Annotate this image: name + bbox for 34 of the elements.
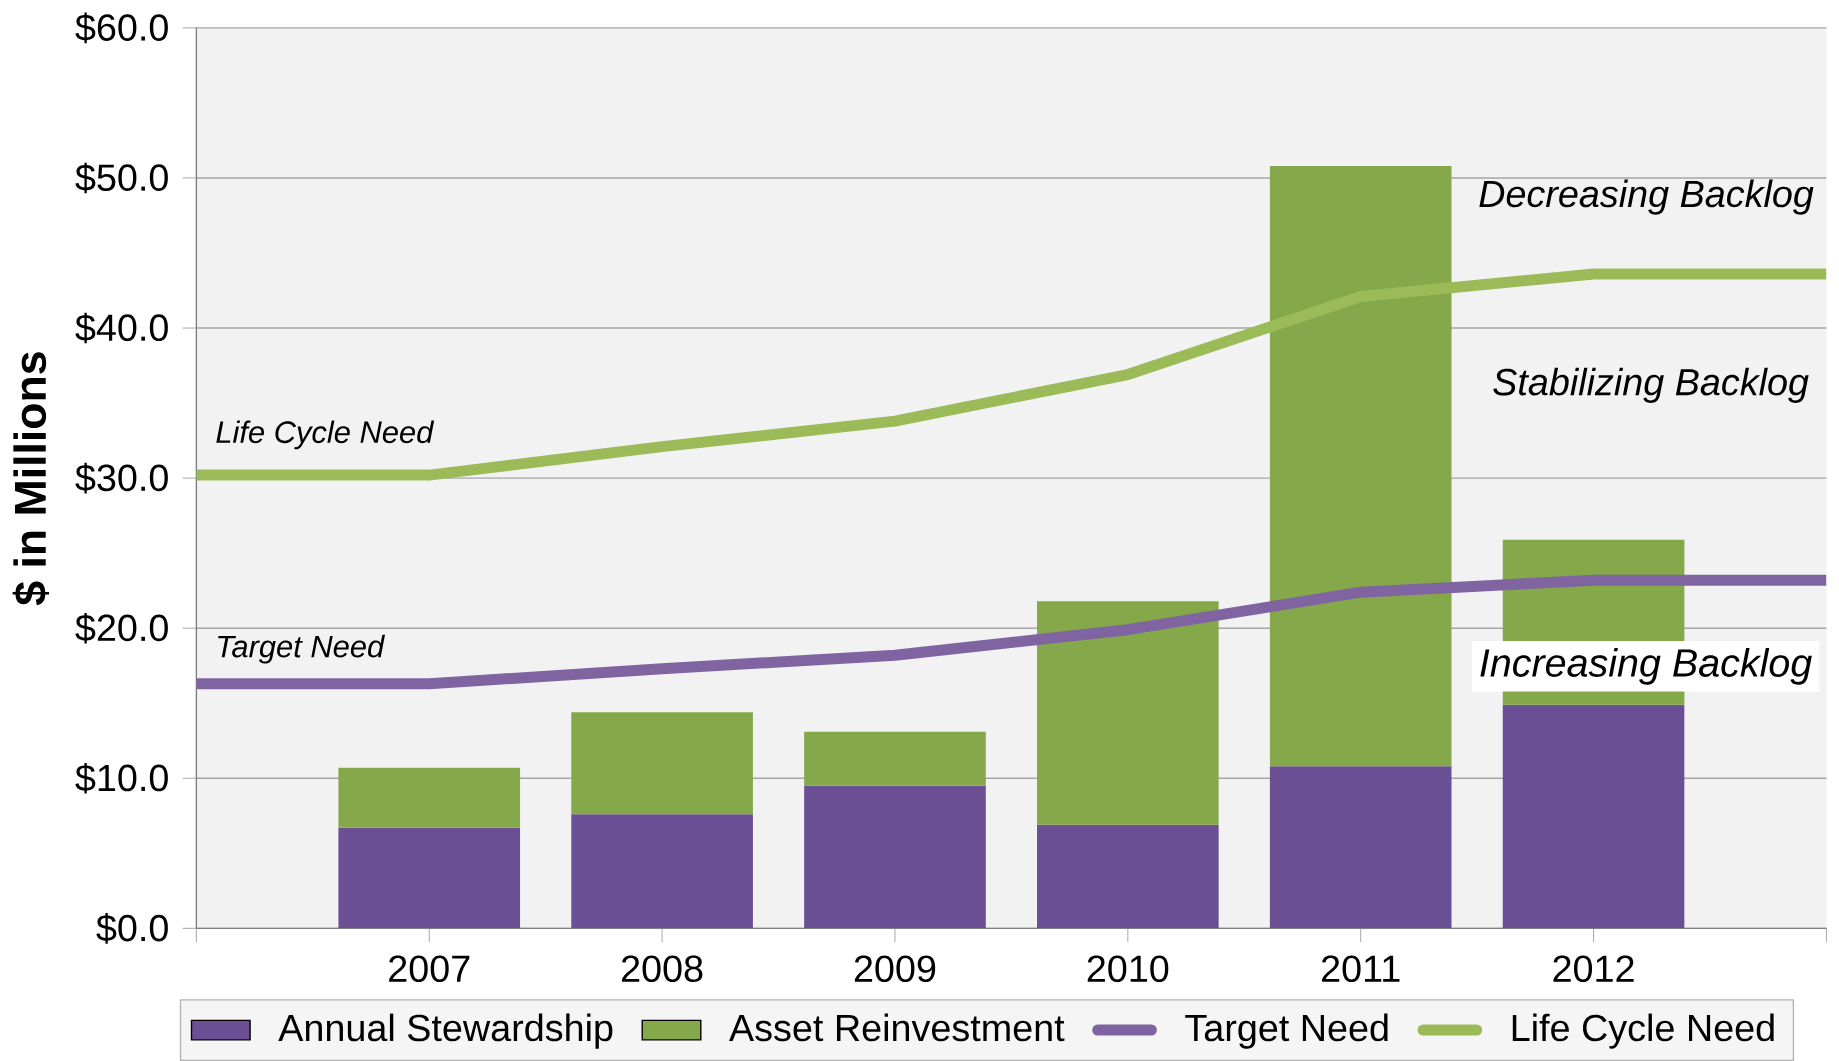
y-tick-label: $60.0 xyxy=(75,12,168,44)
bar xyxy=(571,712,753,815)
y-tick-label: $40.0 xyxy=(75,312,168,344)
annotation: Stabilizing Backlog xyxy=(1493,367,1809,403)
bar xyxy=(1502,704,1685,929)
legend-label: Annual Stewardship xyxy=(278,1013,613,1049)
annotation: Increasing Backlog xyxy=(1480,647,1812,685)
bar xyxy=(1037,601,1219,825)
y-tick-label: $20.0 xyxy=(75,612,168,644)
legend-label: Target Need xyxy=(1185,1013,1388,1049)
y-tick-label: $10.0 xyxy=(75,762,168,794)
bar xyxy=(1269,165,1452,767)
bar xyxy=(1037,824,1219,929)
x-tick-label: 2009 xyxy=(854,955,936,983)
bar xyxy=(338,767,521,828)
annotation: Life Cycle Need xyxy=(216,420,435,450)
bar xyxy=(571,814,753,929)
x-tick-label: 2012 xyxy=(1553,955,1634,983)
y-axis-title: $ in Millions xyxy=(12,352,50,606)
bar xyxy=(804,731,986,786)
x-tick-label: 2010 xyxy=(1087,955,1169,983)
bar xyxy=(1269,766,1452,929)
legend-label: Life Cycle Need xyxy=(1512,1013,1774,1049)
legend-label: Asset Reinvestment xyxy=(729,1013,1065,1042)
y-tick-label: $50.0 xyxy=(75,162,168,194)
bar xyxy=(338,827,521,929)
annotation: Decreasing Backlog xyxy=(1479,179,1814,215)
bar xyxy=(804,785,986,929)
y-tick-label: $30.0 xyxy=(75,462,168,494)
x-tick-label: 2007 xyxy=(389,955,470,983)
annotation: Target Need xyxy=(218,634,386,664)
y-tick-label: $0.0 xyxy=(96,913,168,944)
x-tick-label: 2011 xyxy=(1321,955,1400,983)
x-tick-label: 2008 xyxy=(621,955,703,983)
